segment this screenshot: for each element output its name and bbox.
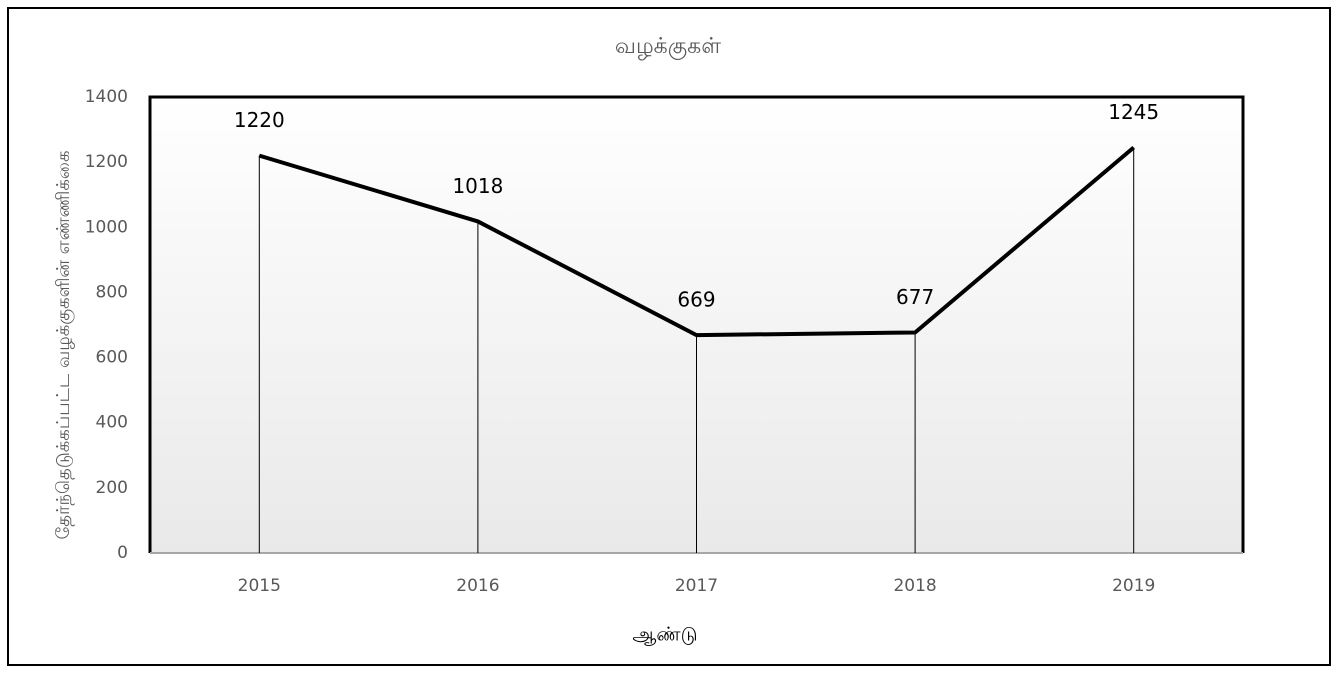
data-label: 677	[896, 285, 934, 309]
data-label: 669	[677, 288, 715, 312]
line	[258, 145, 1135, 338]
y-tick-label: 1000	[85, 217, 128, 237]
y-tick-label: 800	[96, 282, 128, 302]
x-tick-label: 2019	[1112, 576, 1155, 596]
x-tick-label: 2017	[675, 576, 718, 596]
y-tick-label: 400	[96, 413, 128, 433]
data-label: 1018	[452, 174, 503, 198]
x-tick-label: 2015	[238, 576, 281, 596]
plot-border	[148, 95, 1245, 553]
y-tick-label: 1400	[85, 87, 128, 107]
y-tick-label: 600	[96, 348, 128, 368]
y-axis-label: தேர்ந்தெடுக்கப்பட்ட வழக்குகளின் எண்ணிக்க…	[53, 151, 75, 540]
chart-title: வழக்குகள்	[615, 34, 721, 60]
x-axis-label: ஆண்டு	[632, 624, 697, 646]
y-tick-label: 0	[117, 543, 128, 563]
y-tick-label: 1200	[85, 152, 128, 172]
data-label: 1220	[234, 108, 285, 132]
y-tick-label: 200	[96, 478, 128, 498]
data-label: 1245	[1108, 100, 1159, 124]
x-tick-label: 2016	[456, 576, 499, 596]
x-tick-label: 2018	[893, 576, 936, 596]
